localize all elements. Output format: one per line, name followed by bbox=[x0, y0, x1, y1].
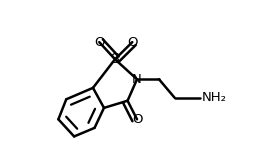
Text: N: N bbox=[132, 73, 142, 86]
Text: O: O bbox=[94, 36, 104, 49]
Text: O: O bbox=[132, 113, 142, 126]
Text: S: S bbox=[111, 52, 119, 66]
Text: NH₂: NH₂ bbox=[201, 91, 227, 104]
Text: O: O bbox=[127, 36, 138, 49]
